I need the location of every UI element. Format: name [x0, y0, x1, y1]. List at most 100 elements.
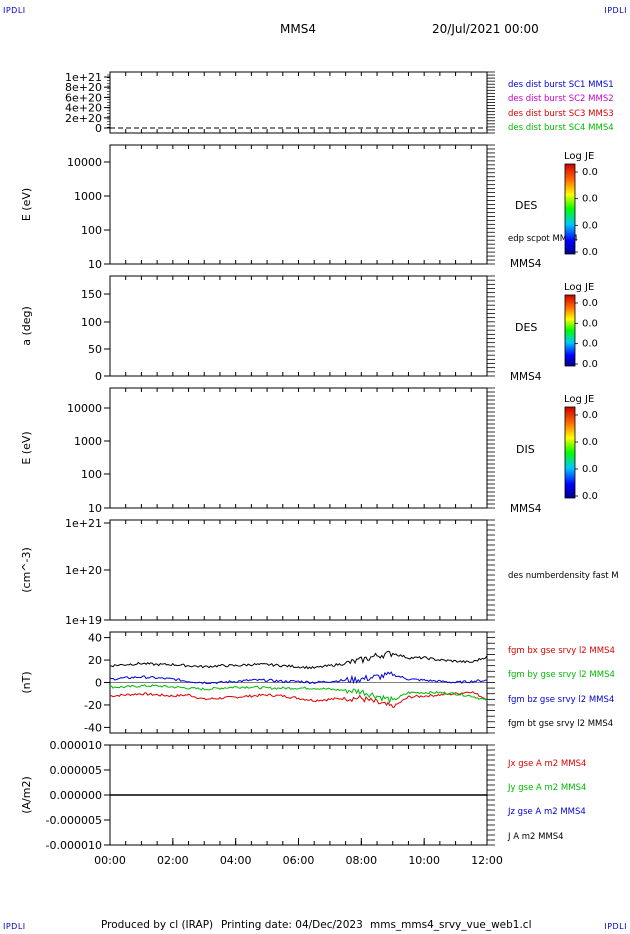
- panel4-colorbar-title: Log JE: [564, 394, 594, 405]
- panel2-overlay-label: edp scpot MMS4: [508, 234, 578, 244]
- minor-ticks: [125, 72, 472, 133]
- panel3-ytick-label: 50: [88, 343, 102, 356]
- panel1-frame: [109, 71, 488, 134]
- corner-mark-bottom-right: IPDLI: [604, 922, 627, 931]
- panel1-legend-item: des dist burst SC4 MMS4: [508, 123, 614, 133]
- panel3-ytick-label: 100: [81, 316, 102, 329]
- panel3-colorbar-tick: 0.0: [582, 318, 598, 329]
- xaxis-tick-label: 02:00: [157, 854, 189, 867]
- panel6-ytick-label: -40: [84, 721, 102, 734]
- panel6-legend-item: fgm bt gse srvy l2 MMS4: [508, 719, 613, 729]
- panel6-ytick-label: -20: [84, 699, 102, 712]
- panel7-ylabel: (A/m2): [20, 776, 33, 814]
- panel2-colorbar-tick: 0.0: [582, 220, 598, 231]
- panel3-ytick-label: 150: [81, 288, 102, 301]
- footer-printing-date: Printing date: 04/Dec/2023: [221, 919, 363, 931]
- right-axis-ticks: [487, 275, 495, 377]
- panel2-instrument: DES: [515, 199, 537, 212]
- panel4-instrument: DIS: [516, 443, 535, 456]
- panel7-legend-item: Jx gse A m2 MMS4: [507, 759, 586, 769]
- panel6-legend-item: fgm bx gse srvy l2 MMS4: [508, 646, 615, 656]
- xaxis-tick-label: 04:00: [220, 854, 252, 867]
- panel3-ylabel: a (deg): [20, 306, 33, 346]
- panel7-ytick-label: 0.000005: [50, 764, 103, 777]
- panel7-ytick-label: 0.000010: [50, 739, 103, 752]
- panel6-series-bx: [109, 691, 488, 708]
- xaxis-tick-label: 06:00: [283, 854, 315, 867]
- panel4-colorbar-tick: 0.0: [582, 437, 598, 448]
- panel4-colorbar-tick: 0.0: [582, 464, 598, 475]
- panel2-colorbar-title: Log JE: [564, 151, 594, 162]
- minor-ticks: [125, 276, 472, 376]
- panel5-legend-item: des numberdensity fast M: [508, 571, 619, 581]
- minor-ticks: [125, 632, 472, 733]
- panel6-ytick-label: 0: [95, 677, 102, 690]
- panel6-series-bt: [109, 650, 488, 670]
- xaxis-tick-label: 10:00: [408, 854, 440, 867]
- panel4-colorbar-tick: 0.0: [582, 491, 598, 502]
- panel4-ytick-label: 100: [81, 468, 102, 481]
- panel4-frame: [109, 387, 488, 509]
- panel2-ylabel: E (eV): [20, 188, 33, 221]
- panel2-ytick-label: 1000: [74, 190, 102, 203]
- panel5-ytick-label: 1e+20: [65, 564, 102, 577]
- right-axis-ticks: [487, 144, 495, 265]
- panel1-ytick-label: 2e+20: [65, 112, 102, 125]
- panel3-spacecraft: MMS4: [510, 371, 542, 383]
- right-axis-ticks: [487, 631, 495, 734]
- panel7-legend-item: Jz gse A m2 MMS4: [507, 807, 586, 817]
- panel3-instrument: DES: [515, 321, 537, 334]
- panel1-ytick-label: 4e+20: [65, 102, 102, 115]
- panel2-ytick-label: 10: [88, 258, 102, 271]
- panel4-ylabel: E (eV): [20, 431, 33, 464]
- panel2-ytick-label: 10000: [67, 156, 102, 169]
- xaxis-tick-label: 08:00: [345, 854, 377, 867]
- panel3-ytick-label: 0: [95, 370, 102, 383]
- panel1-minor-yticks: [107, 74, 110, 128]
- panel2-colorbar: [564, 163, 576, 255]
- panel7-ytick-label: -0.000005: [46, 814, 102, 827]
- panel1-ytick-label: 6e+20: [65, 91, 102, 104]
- panel2-colorbar-tick: 0.0: [582, 167, 598, 178]
- panel3-colorbar-title: Log JE: [564, 282, 594, 293]
- footer-produced-by: Produced by cl (IRAP): [101, 919, 214, 931]
- right-axis-ticks: [487, 744, 495, 846]
- panel6-series-by: [109, 684, 488, 705]
- panel3-frame: [109, 275, 488, 377]
- panel5-ytick-label: 1e+19: [65, 614, 102, 627]
- panel6-ytick-label: 20: [88, 654, 102, 667]
- panel3-colorbar-tick: 0.0: [582, 298, 598, 309]
- right-axis-ticks: [487, 519, 495, 621]
- panel2-frame: [109, 144, 488, 265]
- panel1-ytick-label: 1e+21: [65, 71, 102, 84]
- panel6-legend-item: fgm by gse srvy l2 MMS4: [508, 670, 615, 680]
- panel4-spacecraft: MMS4: [510, 503, 542, 515]
- panel4-colorbar-tick: 0.0: [582, 410, 598, 421]
- panel3-colorbar-tick: 0.0: [582, 359, 598, 370]
- xaxis-tick-label: 00:00: [94, 854, 126, 867]
- xaxis-tick-label: 12:00: [471, 854, 503, 867]
- date-title: 20/Jul/2021 00:00: [432, 22, 539, 36]
- panel4-ytick-label: 10000: [67, 402, 102, 415]
- panel5-ylabel: (cm^-3): [20, 547, 33, 593]
- panel7-ytick-label: 0.000000: [50, 789, 103, 802]
- panel4-ytick-label: 1000: [74, 435, 102, 448]
- panel3-colorbar: [564, 294, 576, 367]
- minor-ticks: [125, 388, 472, 508]
- panel5-ytick-label: 1e+21: [65, 517, 102, 530]
- right-axis-ticks: [487, 71, 495, 134]
- panel7-legend-item: Jy gse A m2 MMS4: [507, 783, 586, 793]
- spacecraft-title: MMS4: [280, 22, 316, 36]
- panel1-legend-item: des dist burst SC2 MMS2: [508, 94, 614, 104]
- right-axis-ticks: [487, 387, 495, 509]
- minor-ticks: [125, 145, 472, 264]
- footer-filename: mms_mms4_srvy_vue_web1.cl: [370, 919, 532, 931]
- panel2-colorbar-tick: 0.0: [582, 194, 598, 205]
- minor-ticks: [125, 520, 472, 620]
- panel6-ylabel: (nT): [20, 671, 33, 693]
- corner-mark-top-left: IPDLI: [3, 6, 26, 15]
- panel3-colorbar-tick: 0.0: [582, 339, 598, 350]
- panel5-frame: [109, 519, 488, 621]
- panel2-spacecraft: MMS4: [510, 258, 542, 270]
